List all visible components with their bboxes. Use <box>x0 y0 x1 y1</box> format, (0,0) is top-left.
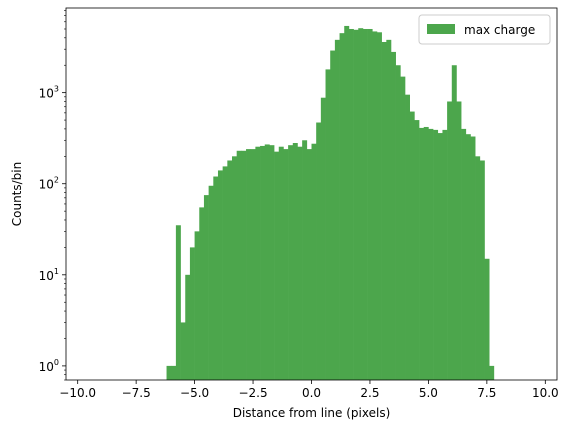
y-axis: 100 101 102 103 <box>39 10 66 381</box>
x-tick-label: −10.0 <box>59 386 96 400</box>
histogram-bars <box>166 25 495 381</box>
histogram-bar <box>199 207 205 380</box>
y-tick-label: 100 <box>39 358 59 374</box>
x-tick-label: −5.0 <box>180 386 209 400</box>
histogram-bar <box>330 50 336 380</box>
histogram-bar <box>442 129 448 380</box>
histogram-bar <box>283 149 289 380</box>
histogram-bar <box>447 101 453 380</box>
histogram-bar <box>405 94 410 380</box>
histogram-bar <box>423 126 429 381</box>
histogram-bar <box>194 231 200 380</box>
x-tick-label: −2.5 <box>238 386 267 400</box>
legend-box <box>418 14 551 45</box>
histogram-bar <box>451 65 457 380</box>
histogram-bar <box>189 247 195 380</box>
histogram-bar <box>297 146 303 380</box>
histogram-bar <box>376 32 382 380</box>
histogram-bar <box>274 151 280 380</box>
histogram-bar <box>227 160 233 380</box>
histogram-bar <box>409 111 415 380</box>
histogram-bar <box>367 28 373 381</box>
histogram-bar <box>334 39 340 381</box>
histogram-bar <box>208 185 214 380</box>
histogram-bar <box>339 33 345 380</box>
x-axis-label: Distance from line (pixels) <box>233 406 391 420</box>
histogram-bar <box>344 25 350 380</box>
x-tick-label: 2.5 <box>360 386 379 400</box>
histogram-bar <box>456 101 462 380</box>
histogram-bar <box>484 258 490 380</box>
histogram-bar <box>269 145 275 380</box>
histogram-bar <box>213 176 219 380</box>
x-tick-label: 5.0 <box>419 386 438 400</box>
y-tick-label: 101 <box>39 267 59 283</box>
legend-label: max charge <box>464 23 535 37</box>
x-tick-label: −7.5 <box>122 386 151 400</box>
histogram-bar <box>358 28 364 380</box>
histogram-bar <box>437 133 443 380</box>
histogram-bar <box>428 128 434 380</box>
legend-swatch <box>427 24 455 34</box>
histogram-bar <box>236 150 242 380</box>
histogram-bar <box>246 149 252 380</box>
histogram-bar <box>316 122 322 381</box>
histogram-bar <box>479 160 485 380</box>
histogram-bar <box>185 274 191 380</box>
histogram-bar <box>475 156 481 380</box>
histogram-bar <box>325 69 331 380</box>
histogram-bar <box>292 143 298 380</box>
histogram-bar <box>461 128 467 380</box>
histogram-bar <box>288 145 294 380</box>
histogram-bar <box>264 144 270 380</box>
histogram-bar <box>489 365 495 380</box>
histogram-bar <box>306 149 312 380</box>
x-tick-label: 10.0 <box>532 386 559 400</box>
histogram-bar <box>433 129 439 380</box>
histogram-bar <box>260 145 266 380</box>
y-tick-label: 103 <box>39 85 59 101</box>
legend: max charge <box>418 14 551 45</box>
histogram-bar <box>465 134 471 380</box>
histogram-bar <box>414 120 420 380</box>
histogram-bar <box>222 166 228 380</box>
histogram-bar <box>278 146 284 380</box>
histogram-bar <box>395 65 401 380</box>
y-tick-label: 102 <box>39 176 59 192</box>
histogram-bar <box>250 149 256 380</box>
histogram-bar <box>348 28 354 381</box>
histogram-bar <box>470 136 476 380</box>
histogram-bar <box>217 170 223 380</box>
histogram-bar <box>320 97 326 380</box>
x-tick-label: 0.0 <box>302 386 321 400</box>
histogram-bar <box>166 365 172 380</box>
histogram-bar <box>302 140 308 380</box>
histogram-bar <box>180 322 186 380</box>
histogram-bar <box>171 365 177 380</box>
histogram-bar <box>241 150 247 380</box>
x-axis: −10.0 −7.5 −5.0 −2.5 0.0 2.5 5.0 7.5 10.0 <box>59 380 559 400</box>
histogram-bar <box>311 143 317 380</box>
histogram-bar <box>372 31 378 381</box>
histogram-bar <box>381 41 387 380</box>
histogram-bar <box>390 51 396 381</box>
histogram-bar <box>232 156 237 380</box>
histogram-bar <box>353 29 359 380</box>
histogram-bar <box>386 39 392 381</box>
histogram-bar <box>175 225 181 380</box>
histogram-bar <box>400 76 406 380</box>
histogram-bar <box>203 195 209 380</box>
y-axis-label: Counts/bin <box>10 162 24 227</box>
histogram-bar <box>362 28 368 381</box>
x-tick-label: 7.5 <box>477 386 496 400</box>
histogram-bar <box>255 146 261 380</box>
histogram-bar <box>419 127 425 381</box>
